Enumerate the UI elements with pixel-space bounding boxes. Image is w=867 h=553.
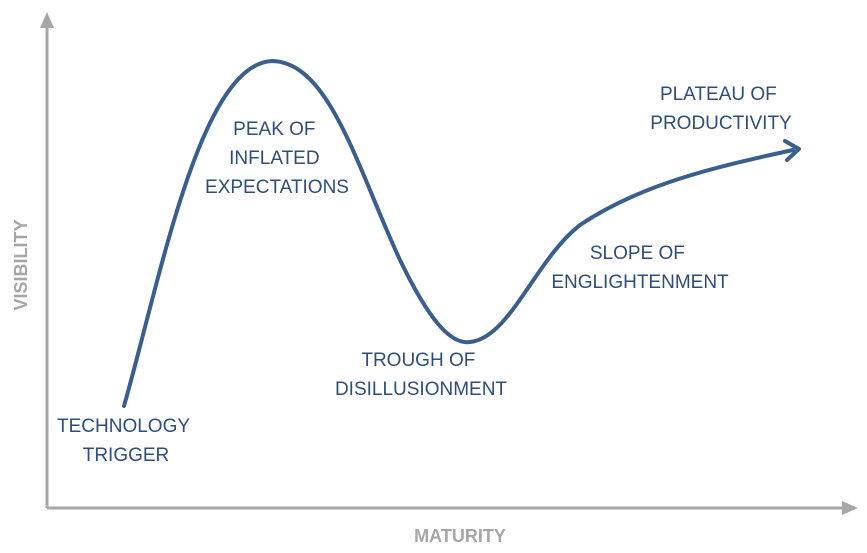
- y-axis-arrowhead: [40, 12, 54, 28]
- phase-label-line: EXPECTATIONS: [205, 177, 349, 198]
- phase-label-peak-of-inflated-expectations: PEAK OF INFLATED EXPECTATIONS: [205, 119, 349, 198]
- phase-label-line: TROUGH OF: [361, 350, 475, 371]
- phase-label-line: ENGLIGHTENMENT: [551, 272, 729, 293]
- x-axis-arrowhead: [842, 501, 858, 515]
- phase-label-line: PRODUCTIVITY: [650, 113, 792, 134]
- phase-label-line: INFLATED: [229, 148, 319, 169]
- y-axis-label: VISIBILITY: [11, 219, 31, 310]
- axes: [40, 12, 858, 515]
- phase-label-line: PLATEAU OF: [660, 84, 777, 105]
- curve-arrowhead: [783, 139, 801, 162]
- x-axis-label: MATURITY: [414, 526, 506, 546]
- phase-label-slope-of-englightenment: SLOPE OF ENGLIGHTENMENT: [551, 243, 729, 293]
- phase-label-trough-of-disillusionment: TROUGH OF DISILLUSIONMENT: [335, 350, 507, 400]
- phase-label-plateau-of-productivity: PLATEAU OF PRODUCTIVITY: [650, 84, 792, 134]
- phase-label-line: TRIGGER: [83, 445, 170, 466]
- hype-curve: [122, 58, 795, 408]
- phase-label-line: SLOPE OF: [590, 243, 685, 264]
- phase-label-line: PEAK OF: [233, 119, 315, 140]
- phase-label-technology-trigger: TECHNOLOGY TRIGGER: [57, 416, 195, 466]
- phase-label-line: TECHNOLOGY: [57, 416, 190, 437]
- phase-label-line: DISILLUSIONMENT: [335, 379, 507, 400]
